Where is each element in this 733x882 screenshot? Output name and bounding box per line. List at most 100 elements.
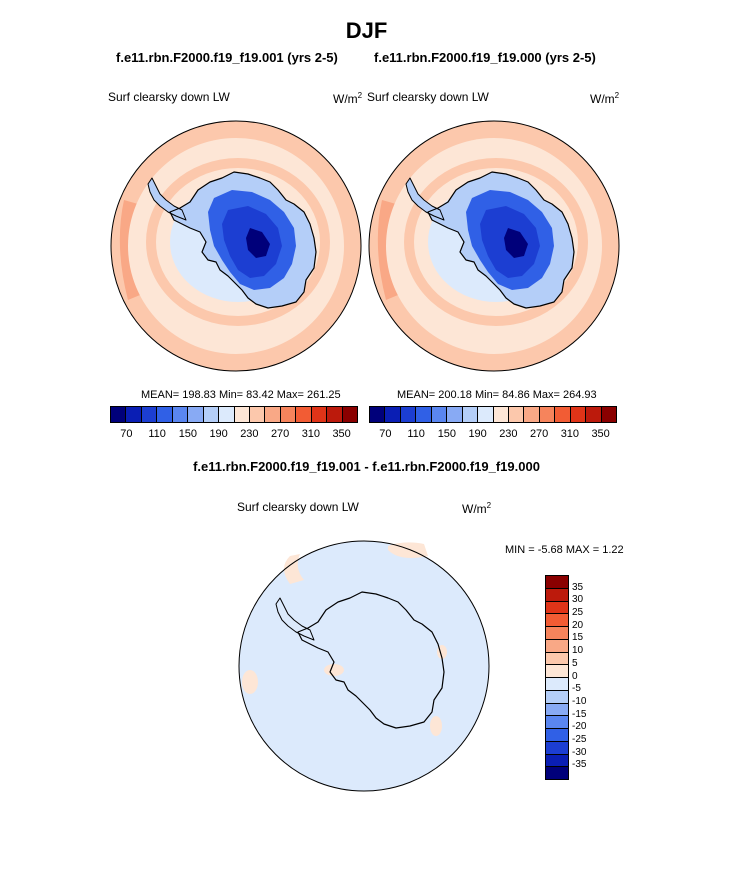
colorbar-swatch <box>219 407 235 422</box>
antarctica-coastline <box>169 171 317 309</box>
variable-label-diff: Surf clearsky down LW <box>237 500 359 514</box>
colorbar-swatch <box>265 407 281 422</box>
positive-anomaly <box>284 554 304 584</box>
colorbar-swatch <box>447 407 463 422</box>
colorbar-swatch <box>546 665 568 678</box>
colorbar-swatch <box>172 407 189 422</box>
colorbar-swatch <box>508 407 525 422</box>
colorbar-tick-label: 25 <box>572 607 584 619</box>
colorbar-swatch <box>601 407 616 422</box>
colorbar-swatch <box>546 741 568 755</box>
colorbar-swatch <box>157 407 173 422</box>
colorbar-tick-label: 350 <box>332 428 351 440</box>
colorbar-swatch <box>546 627 568 640</box>
colorbar-tick-label: 30 <box>572 594 584 606</box>
colorbar-tick-label: 270 <box>529 428 549 440</box>
colorbar-tick-label: 270 <box>270 428 290 440</box>
colorbar-swatch <box>555 407 571 422</box>
peninsula-coastline <box>147 177 187 221</box>
units-label-diff: W/m2 <box>462 501 492 516</box>
stats-left: MEAN= 198.83 Min= 83.42 Max= 261.25 <box>141 389 341 401</box>
colorbar-tick-label: 70 <box>379 428 392 440</box>
colorbar-tick-label: 70 <box>120 428 133 440</box>
antarctica-coastline <box>297 591 445 729</box>
colorbar-swatch <box>431 407 448 422</box>
colorbar-tick-label: 10 <box>572 645 584 657</box>
colorbar-tick-label: 110 <box>148 428 166 440</box>
variable-label-right: Surf clearsky down LW <box>367 90 489 104</box>
colorbar-swatch <box>546 690 568 704</box>
colorbar-swatch <box>327 407 343 422</box>
colorbar-swatch <box>416 407 432 422</box>
antarctica-coastline <box>427 171 575 309</box>
variable-label-left: Surf clearsky down LW <box>108 90 230 104</box>
colorbar-swatch <box>546 639 568 653</box>
colorbar-swatch <box>539 407 556 422</box>
colorbar-swatch <box>400 407 417 422</box>
colorbar-swatch <box>234 407 250 422</box>
colorbar-swatch <box>385 407 401 422</box>
colorbar-tick-label: 150 <box>178 428 198 440</box>
dome-field <box>504 228 528 258</box>
colorbar-swatch <box>546 588 568 602</box>
colorbar-tick-label: -35 <box>572 759 587 771</box>
colorbar-swatch <box>296 407 312 422</box>
colorbar-swatch <box>546 716 568 729</box>
polar-map-right <box>368 120 620 372</box>
colorbar-swatch <box>126 407 142 422</box>
colorbar-swatch <box>546 601 568 615</box>
difference-title: f.e11.rbn.F2000.f19_f19.001 - f.e11.rbn.… <box>193 459 540 474</box>
colorbar-swatch <box>478 407 494 422</box>
colorbar-tick-label: 190 <box>209 428 228 440</box>
colorbar-tick-label: -20 <box>572 721 587 733</box>
colorbar-tick-label: 15 <box>572 632 584 644</box>
colorbar-swatch <box>546 678 568 691</box>
colorbar-swatch <box>141 407 158 422</box>
colorbar-left <box>110 406 358 423</box>
case-title-right: f.e11.rbn.F2000.f19_f19.000 (yrs 2-5) <box>374 50 596 65</box>
colorbar-swatch <box>546 754 568 768</box>
colorbar-tick-label: 5 <box>572 657 578 669</box>
colorbar-swatch <box>546 703 568 717</box>
colorbar-swatch <box>546 614 568 627</box>
colorbar-tick-label: -25 <box>572 733 587 745</box>
colorbar-swatch <box>493 407 509 422</box>
colorbar-swatch <box>111 407 127 422</box>
colorbar-swatch <box>311 407 328 422</box>
colorbar-swatch <box>546 652 568 666</box>
units-label-right: W/m2 <box>590 91 620 106</box>
colorbar-tick-label: 310 <box>301 428 321 440</box>
colorbar-tick-label: -15 <box>572 708 587 720</box>
colorbar-swatch <box>370 407 386 422</box>
dome-field <box>246 228 270 258</box>
colorbar-tick-label: 0 <box>572 670 578 682</box>
colorbar-tick-label: 230 <box>240 428 259 440</box>
colorbar-swatch <box>249 407 266 422</box>
units-label-left: W/m2 <box>333 91 363 106</box>
peninsula-coastline <box>275 597 315 641</box>
colorbar-swatch <box>546 767 568 779</box>
colorbar-swatch <box>546 576 568 589</box>
colorbar-swatch <box>280 407 297 422</box>
colorbar-right <box>369 406 617 423</box>
polar-map-difference <box>238 540 490 792</box>
colorbar-tick-label: 110 <box>407 428 425 440</box>
peninsula-coastline <box>405 177 445 221</box>
colorbar-swatch <box>546 729 568 742</box>
colorbar-tick-label: 20 <box>572 619 584 631</box>
colorbar-swatch <box>570 407 587 422</box>
diff-min-max: MIN = -5.68 MAX = 1.22 <box>505 544 624 556</box>
colorbar-difference <box>545 575 569 780</box>
colorbar-swatch <box>586 407 602 422</box>
colorbar-swatch <box>462 407 479 422</box>
colorbar-tick-label: 350 <box>591 428 610 440</box>
polar-map-left <box>110 120 362 372</box>
figure-title: DJF <box>345 18 388 43</box>
colorbar-tick-label: 150 <box>437 428 457 440</box>
positive-anomaly <box>388 542 428 558</box>
colorbar-tick-label: -5 <box>572 683 581 695</box>
case-title-left: f.e11.rbn.F2000.f19_f19.001 (yrs 2-5) <box>116 50 338 65</box>
colorbar-swatch <box>203 407 220 422</box>
stats-right: MEAN= 200.18 Min= 84.86 Max= 264.93 <box>397 389 597 401</box>
colorbar-tick-label: 310 <box>560 428 580 440</box>
